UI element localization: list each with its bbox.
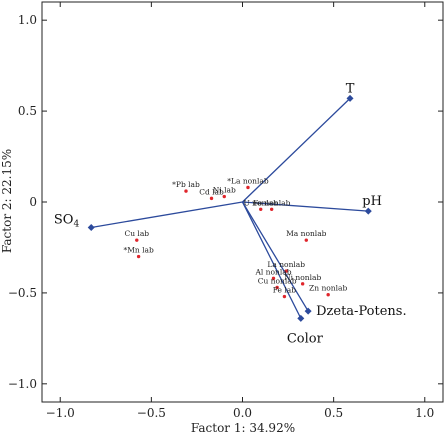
plot-frame: −1.0 −0.5 0.0 0.5 1.0 −1.0 −0.5 0 0.5 1.0 (8, 1, 444, 420)
variable-vectors: TpH SO4 Dzeta-Potens. Color (54, 81, 407, 346)
x-tick-label: 0.0 (233, 406, 252, 420)
vector-tip-marker (346, 94, 354, 102)
case-label: Cd lab (199, 187, 224, 196)
case-label: U nonlab (243, 198, 278, 207)
variable-vector (91, 201, 243, 229)
vector-tip-marker (297, 314, 305, 322)
variable-vector (241, 201, 302, 319)
case-point (246, 185, 250, 190)
y-tick-label: −1.0 (8, 377, 37, 391)
variable-label: Dzeta-Potens. (316, 304, 406, 319)
case-point (259, 207, 263, 211)
case-label: Ni nonlab (284, 273, 321, 282)
case-point (304, 238, 308, 242)
case-point (275, 285, 279, 290)
x-tick-label: 0.5 (324, 406, 343, 420)
y-axis-label: Factor 2: 22.15% (0, 149, 14, 253)
case-point (326, 293, 330, 297)
variable-vector (242, 97, 351, 203)
case-point (222, 194, 226, 199)
y-tick-label: 0 (29, 195, 37, 209)
case-point (136, 254, 141, 259)
case-label: Fe nonlab (253, 198, 291, 207)
case-label: *Mn lab (123, 246, 154, 255)
case-point (184, 189, 188, 193)
vector-tip-marker (87, 223, 95, 231)
case-label: Cu nonlab (258, 276, 297, 285)
case-point (135, 238, 139, 242)
y-tick-label: 0.5 (18, 104, 37, 118)
variable-label: Color (287, 331, 324, 346)
x-tick-label: −0.5 (137, 406, 166, 420)
case-point (269, 207, 274, 211)
case-point (271, 276, 276, 281)
case-label: Ma nonlab (286, 229, 327, 238)
case-point (284, 269, 288, 273)
variable-vector (242, 201, 369, 212)
y-tick-label: 1.0 (18, 13, 37, 27)
case-label: *Pb lab (172, 180, 200, 189)
vector-tip-marker (364, 207, 372, 215)
case-label: Fe lab (273, 286, 296, 295)
case-label: Zn nonlab (309, 284, 347, 293)
vector-tip-marker (304, 307, 312, 315)
case-label: Ni lab (213, 186, 236, 195)
case-points (135, 185, 330, 299)
variable-label: SO4 (54, 212, 80, 229)
y-tick-label: −0.5 (8, 286, 37, 300)
x-axis-label: Factor 1: 34.92% (191, 421, 295, 435)
case-label: Al nonlab (254, 267, 291, 276)
x-tick-label: −1.0 (46, 406, 75, 420)
case-label: *La nonlab (227, 176, 269, 185)
variable-label: T (346, 81, 355, 96)
case-label: La nonlab (267, 260, 305, 269)
case-label: Cu lab (124, 229, 149, 238)
variable-label: pH (362, 194, 382, 209)
x-tick-label: 1.0 (415, 406, 434, 420)
case-point (209, 196, 214, 201)
case-point (300, 282, 305, 286)
case-point (282, 294, 287, 299)
variable-vector (241, 201, 309, 312)
